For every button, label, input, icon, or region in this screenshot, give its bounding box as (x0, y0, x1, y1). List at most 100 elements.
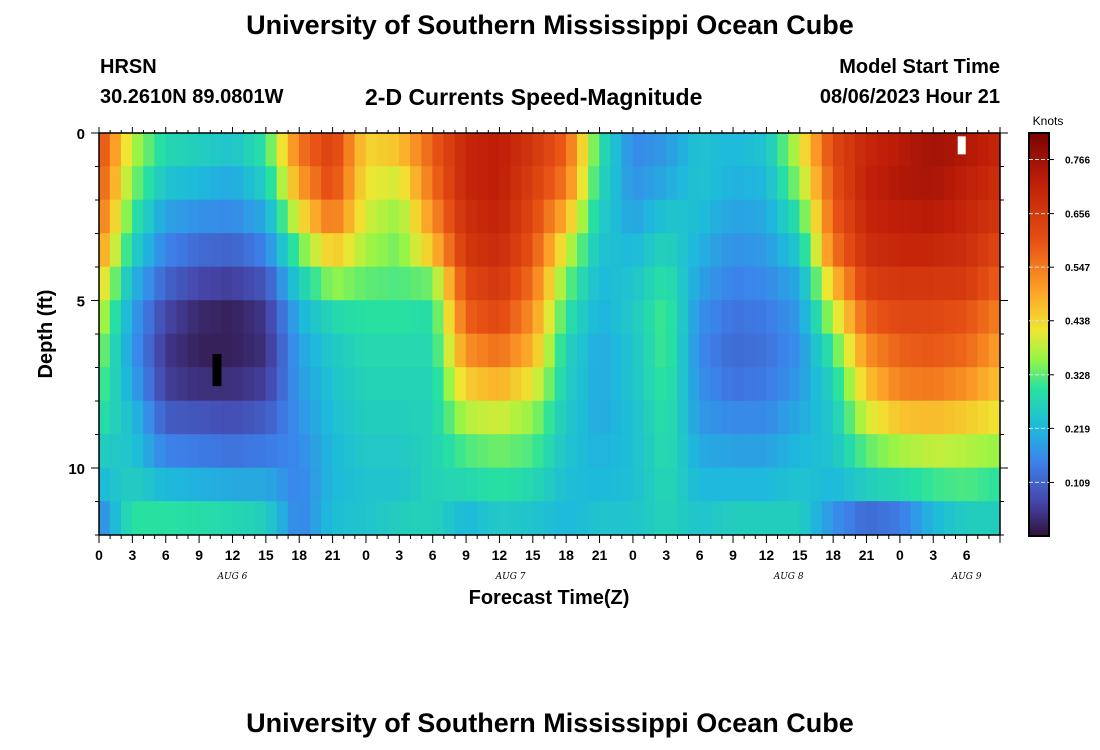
colorbar-tick-label: 0.219 (1065, 424, 1090, 435)
heatmap-cell (310, 199, 322, 234)
heatmap-cell (476, 467, 489, 502)
colorbar: Knots 0.766 0.656 0.547 0.438 0.328 0.219 0.10… (1028, 114, 1090, 537)
heatmap-cell (410, 400, 422, 435)
heatmap-cell (221, 434, 233, 469)
heatmap-cell (310, 333, 322, 368)
heatmap-cell (109, 166, 122, 201)
heatmap-cell (465, 467, 478, 502)
heatmap-cell (176, 300, 189, 335)
heatmap-cell (899, 132, 912, 167)
heatmap-cell (510, 333, 522, 368)
heatmap-cell (855, 266, 867, 301)
heatmap-cell (243, 166, 256, 201)
x-tick-label: 6 (696, 547, 704, 563)
heatmap-cell (888, 501, 901, 536)
heatmap-cell (410, 501, 422, 536)
heatmap-cell (832, 367, 845, 402)
heatmap-cell (454, 467, 467, 502)
heatmap-cell (265, 132, 278, 167)
heatmap-cell (988, 467, 1001, 502)
heatmap-cell (198, 467, 211, 502)
heatmap-cell (109, 266, 122, 301)
heatmap-cell (677, 132, 689, 167)
heatmap-cell (298, 467, 311, 502)
heatmap-cell (721, 467, 734, 502)
heatmap-cell (699, 233, 712, 268)
heatmap-cell (298, 400, 311, 435)
heatmap-cell (643, 367, 656, 402)
x-date-label: AUG 8 (773, 572, 804, 582)
heatmap-cells (98, 132, 1001, 536)
x-tick-label: 12 (492, 547, 508, 563)
heatmap-cell (710, 233, 723, 268)
heatmap-cell (632, 434, 645, 469)
page-title: University of Southern Mississippi Ocean… (246, 10, 854, 40)
heatmap-cell (343, 400, 356, 435)
heatmap-cell (310, 233, 322, 268)
heatmap-cell (966, 434, 979, 469)
colorbar-tick-label: 0.328 (1065, 371, 1090, 382)
heatmap-cell (754, 233, 767, 268)
heatmap-cell (599, 233, 611, 268)
heatmap-cell (443, 333, 456, 368)
heatmap-cell (488, 199, 500, 234)
heatmap-cell (832, 501, 845, 536)
heatmap-cell (966, 367, 979, 402)
heatmap-cell (521, 333, 534, 368)
heatmap-cell (977, 467, 990, 502)
heatmap-cell (610, 132, 623, 167)
heatmap-cell (143, 266, 155, 301)
heatmap-cell (610, 333, 623, 368)
heatmap-cell (488, 266, 500, 301)
heatmap-cell (476, 233, 489, 268)
heatmap-cell (365, 132, 378, 167)
heatmap-cell (966, 233, 979, 268)
heatmap-cell (855, 400, 867, 435)
heatmap-cell (932, 467, 945, 502)
heatmap-cell (577, 132, 589, 167)
heatmap-cell (499, 266, 511, 301)
heatmap-cell (98, 132, 111, 167)
heatmap-cell (810, 266, 823, 301)
heatmap-cell (899, 400, 912, 435)
heatmap-cell (287, 266, 300, 301)
heatmap-cell (766, 400, 778, 435)
heatmap-cell (955, 400, 967, 435)
heatmap-cell (666, 333, 678, 368)
x-tick-label: 9 (729, 547, 737, 563)
heatmap-cell (410, 333, 422, 368)
heatmap-cell (821, 132, 834, 167)
heatmap-cell (821, 467, 834, 502)
heatmap-cell (254, 166, 267, 201)
heatmap-cell (243, 333, 256, 368)
heatmap-cell (454, 367, 467, 402)
heatmap-cell (109, 300, 122, 335)
heatmap-cell (421, 166, 433, 201)
x-tick-label: 0 (95, 547, 103, 563)
heatmap-cell (143, 199, 155, 234)
heatmap-cell (221, 367, 233, 402)
heatmap-cell (499, 300, 511, 335)
heatmap-cell (387, 199, 400, 234)
heatmap-cell (421, 400, 433, 435)
heatmap-cell (610, 434, 623, 469)
heatmap-cell (454, 333, 467, 368)
heatmap-cell (910, 501, 923, 536)
heatmap-cell (476, 434, 489, 469)
heatmap-cell (910, 166, 923, 201)
heatmap-cell (855, 434, 867, 469)
heatmap-cell (766, 434, 778, 469)
heatmap-cell (621, 467, 634, 502)
heatmap-cell (521, 501, 534, 536)
heatmap-cell (132, 300, 144, 335)
heatmap-cell (899, 501, 912, 536)
heatmap-cell (944, 233, 956, 268)
heatmap-cell (777, 166, 789, 201)
heatmap-cell (499, 467, 511, 502)
heatmap-cell (243, 300, 256, 335)
heatmap-cell (699, 199, 712, 234)
heatmap-cell (921, 300, 934, 335)
heatmap-cell (543, 367, 556, 402)
heatmap-cell (232, 166, 244, 201)
heatmap-cell (399, 333, 411, 368)
